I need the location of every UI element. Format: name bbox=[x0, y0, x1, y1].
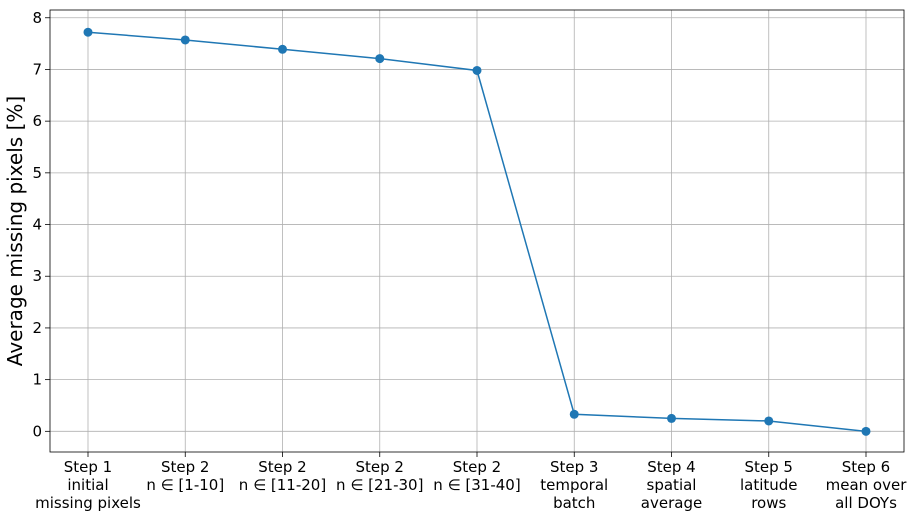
data-point bbox=[180, 35, 190, 45]
x-tick-label: Step 3 temporal batch bbox=[540, 458, 608, 512]
data-point bbox=[375, 54, 385, 64]
x-tick-label: Step 5 latitude rows bbox=[740, 458, 798, 512]
x-tick-label: Step 4 spatial average bbox=[641, 458, 702, 512]
y-tick-label: 8 bbox=[32, 9, 42, 27]
data-point bbox=[83, 27, 93, 37]
plot-frame bbox=[49, 9, 905, 453]
data-point bbox=[472, 65, 482, 75]
y-tick-label: 6 bbox=[32, 112, 42, 130]
data-point bbox=[861, 426, 871, 436]
y-axis-label: Average missing pixels [%] bbox=[3, 96, 27, 366]
y-tick-label: 0 bbox=[32, 422, 42, 440]
grid-lines bbox=[50, 10, 904, 452]
y-tick-label: 1 bbox=[32, 371, 42, 389]
x-tick-label: Step 1 initial missing pixels bbox=[35, 458, 141, 512]
data-point bbox=[569, 409, 579, 419]
y-tick-label: 5 bbox=[32, 164, 42, 182]
y-tick-label: 7 bbox=[32, 60, 42, 78]
data-point bbox=[278, 44, 287, 54]
x-tick-label: Step 6 mean over all DOYs bbox=[826, 458, 908, 512]
data-point bbox=[667, 413, 676, 423]
series bbox=[83, 27, 871, 436]
y-tick-label: 2 bbox=[32, 319, 42, 337]
y-tick-label: 4 bbox=[32, 216, 42, 234]
y-axis-ticks: 0 1 2 3 4 5 6 7 8 bbox=[32, 9, 50, 440]
y-tick-label: 3 bbox=[32, 267, 42, 285]
data-point bbox=[764, 416, 774, 426]
